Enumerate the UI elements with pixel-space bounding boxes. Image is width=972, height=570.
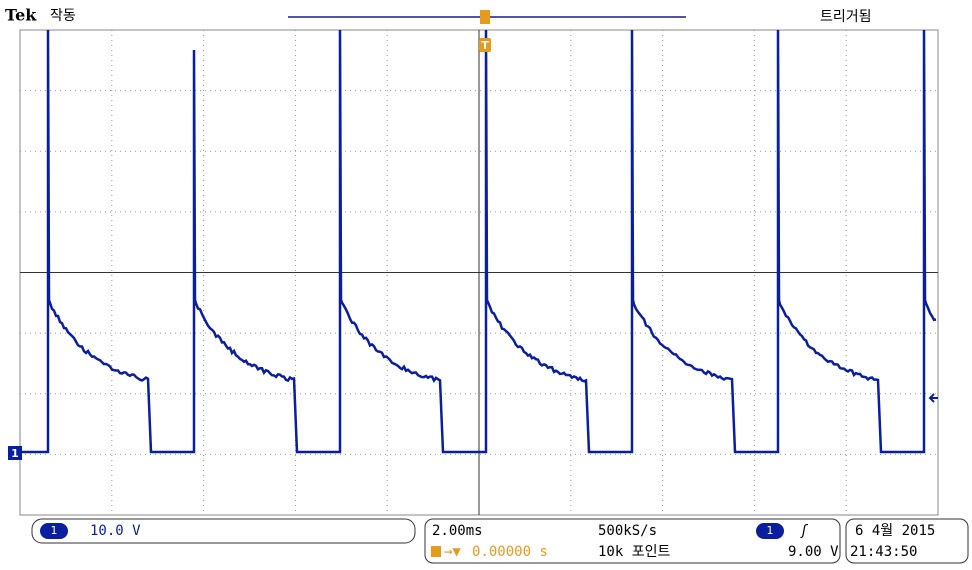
oscilloscope-screen: Tek 작동 트리거됨 T 1 1 10.0 V 2.00ms →▼ 0.000…	[0, 0, 972, 566]
channel-badge-label: 1	[51, 524, 58, 537]
trigger-source: 1	[767, 524, 774, 537]
trigger-level: 9.00 V	[788, 544, 839, 560]
time: 21:43:50	[850, 544, 917, 560]
channel-scale: 10.0 V	[90, 523, 141, 539]
date: 6 4월 2015	[855, 523, 935, 539]
ch1-ground-label: 1	[11, 447, 19, 460]
trigger-marker-top	[480, 10, 490, 24]
trigger-marker-label: T	[481, 39, 489, 52]
time-scale: 2.00ms	[432, 523, 483, 539]
trigger-status: 트리거됨	[820, 9, 872, 25]
sample-rate: 500kS/s	[598, 523, 657, 539]
brand: Tek	[5, 6, 37, 25]
trigger-pos-icon	[431, 546, 441, 557]
trigger-edge: ʃ	[800, 523, 809, 539]
run-state: 작동	[50, 8, 76, 24]
trigger-arrow: →▼	[444, 544, 461, 560]
record-length: 10k 포인트	[598, 544, 670, 560]
trigger-position: 0.00000 s	[472, 544, 548, 560]
